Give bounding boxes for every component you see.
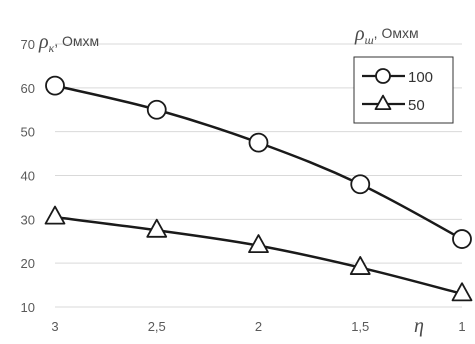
circle-marker — [146, 99, 167, 120]
y-left-axis-title: ρк, Омхм — [38, 31, 99, 55]
x-tick-labels: 3 2,5 2 1,5 1 — [51, 319, 465, 334]
y-tick-label: 70 — [21, 37, 35, 52]
y-right-axis-title: ρш, Омхм — [354, 23, 419, 47]
triangle-marker — [451, 282, 473, 302]
triangle-marker — [146, 218, 168, 238]
triangle-marker — [248, 234, 269, 254]
circle-marker — [248, 132, 269, 153]
x-axis-title: η — [414, 315, 424, 337]
legend-label: 50 — [408, 97, 425, 114]
x-tick-label: 1 — [458, 319, 465, 334]
triangle-marker — [44, 205, 66, 225]
y-tick-label: 40 — [21, 169, 35, 184]
triangle-marker — [349, 256, 371, 275]
legend-box — [353, 56, 454, 124]
series-50 — [44, 205, 473, 302]
y-tick-labels: 10 20 30 40 50 60 70 — [21, 37, 35, 315]
gridlines — [55, 43, 462, 308]
y-tick-label: 30 — [21, 212, 35, 227]
series-layer — [44, 75, 473, 302]
y-tick-label: 20 — [21, 256, 35, 271]
legend: 100 50 — [353, 56, 454, 124]
circle-marker — [375, 68, 391, 84]
legend-label: 100 — [408, 69, 433, 86]
y-tick-label: 10 — [21, 300, 35, 315]
circle-marker — [45, 75, 65, 96]
x-tick-label: 2 — [255, 319, 262, 334]
x-tick-label: 3 — [51, 319, 58, 334]
triangle-marker — [374, 94, 392, 111]
x-tick-label: 2,5 — [148, 319, 166, 334]
y-tick-label: 50 — [21, 125, 35, 140]
circle-marker — [350, 174, 371, 195]
circle-marker — [452, 229, 472, 249]
y-tick-label: 60 — [21, 81, 35, 96]
x-tick-label: 1,5 — [351, 319, 369, 334]
series-100 — [45, 75, 472, 249]
